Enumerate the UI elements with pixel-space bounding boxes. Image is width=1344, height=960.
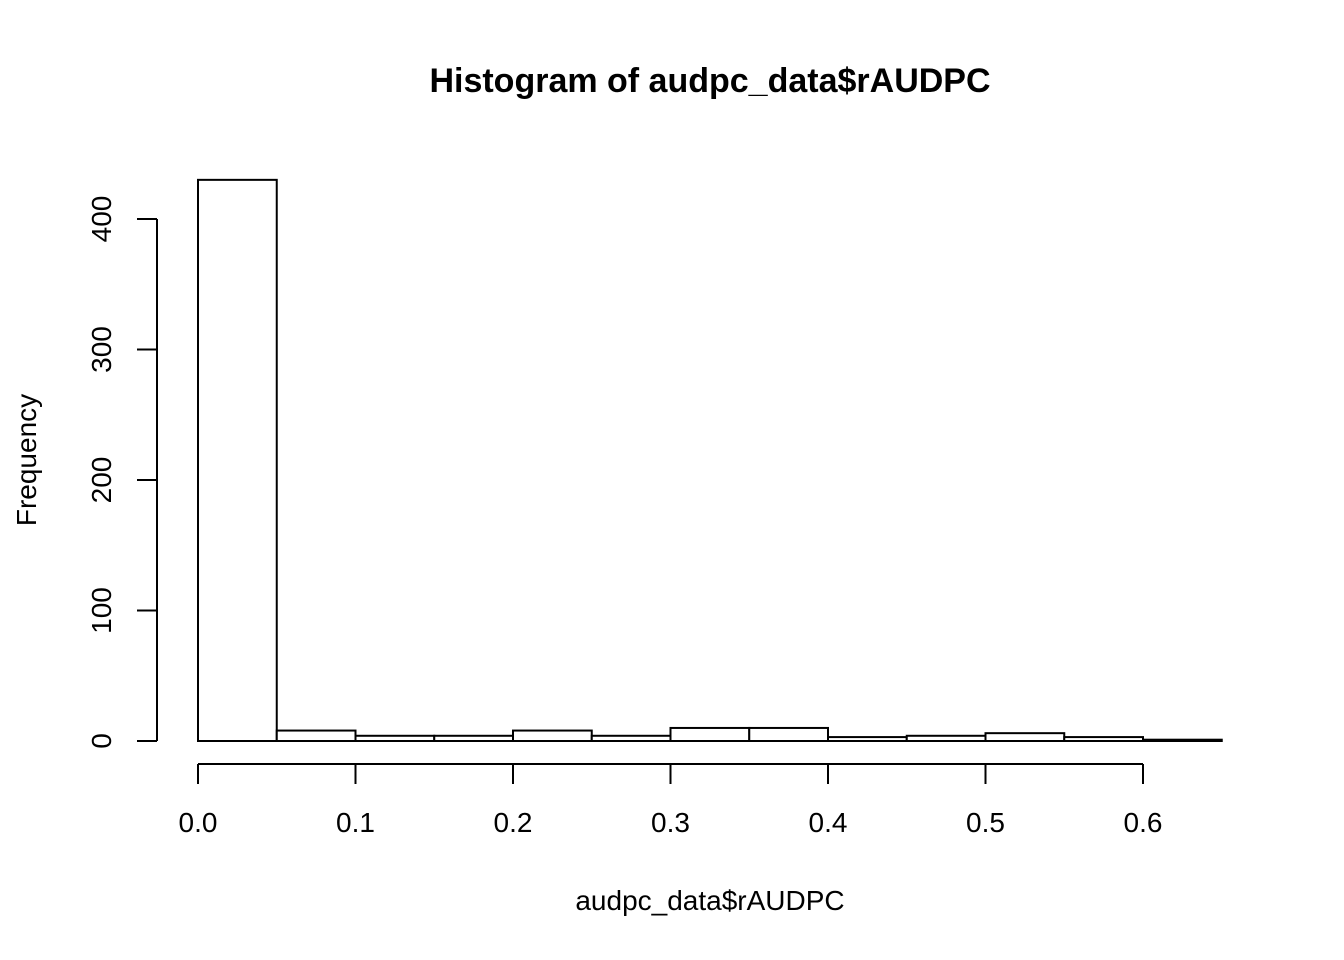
x-tick-label: 0.6 xyxy=(1124,807,1163,838)
y-tick-label: 300 xyxy=(86,326,117,373)
histogram-bar xyxy=(433,734,514,743)
histogram-bar xyxy=(197,178,278,743)
bars-group xyxy=(197,178,1223,743)
x-tick-label: 0.4 xyxy=(809,807,848,838)
histogram-bar xyxy=(984,732,1066,742)
histogram-bar xyxy=(1063,736,1144,743)
histogram-bar xyxy=(827,736,908,743)
x-tick-label: 0.1 xyxy=(336,807,375,838)
y-tick-label: 200 xyxy=(86,457,117,504)
histogram-bar xyxy=(1142,738,1223,743)
histogram-bar xyxy=(590,734,672,743)
x-tick-label: 0.0 xyxy=(179,807,218,838)
y-axis: 0 100 200 300 400 xyxy=(86,196,158,749)
x-axis-label: audpc_data$rAUDPC xyxy=(575,885,844,916)
x-tick-label: 0.5 xyxy=(966,807,1005,838)
y-tick-label: 100 xyxy=(86,587,117,634)
chart-title: Histogram of audpc_data$rAUDPC xyxy=(429,62,990,100)
y-tick-label: 400 xyxy=(86,196,117,243)
histogram-bar xyxy=(669,726,751,743)
histogram-bar xyxy=(512,729,593,742)
x-tick-label: 0.3 xyxy=(651,807,690,838)
x-axis: 0.0 0.1 0.2 0.3 0.4 0.5 0.6 xyxy=(179,763,1163,838)
y-tick-label: 0 xyxy=(86,733,117,749)
histogram-bar xyxy=(354,734,436,743)
x-tick-label: 0.2 xyxy=(494,807,533,838)
histogram-bar xyxy=(748,726,829,743)
histogram-bar xyxy=(275,729,357,742)
histogram-bar xyxy=(905,734,987,743)
y-axis-label: Frequency xyxy=(11,394,42,526)
